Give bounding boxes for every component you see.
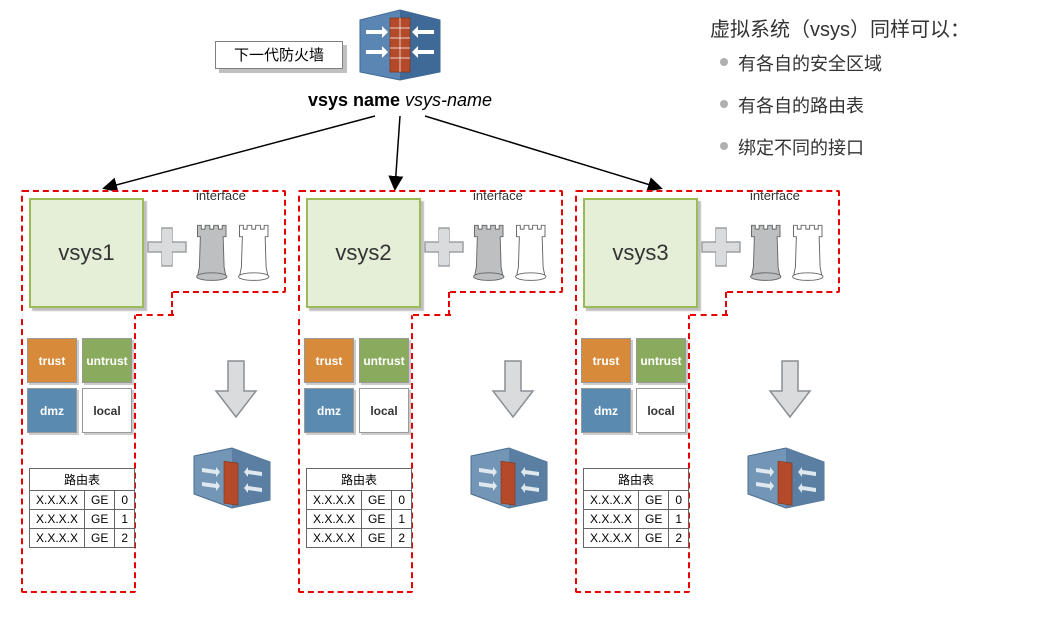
mini-firewall-icon xyxy=(747,448,825,508)
route-cell: GE xyxy=(85,529,115,548)
route-table-header: 路由表 xyxy=(307,469,412,491)
route-cell: GE xyxy=(362,529,392,548)
zone-untrust: untrust xyxy=(359,338,409,383)
route-cell: X.X.X.X xyxy=(30,510,85,529)
route-cell: GE xyxy=(362,491,392,510)
vsys-command-cmd: vsys name xyxy=(308,90,400,110)
zone-local: local xyxy=(636,388,686,433)
vsys-box: vsys1 xyxy=(29,198,144,308)
plus-icon xyxy=(702,228,740,266)
route-cell: X.X.X.X xyxy=(307,491,362,510)
vsys-group-2: vsys2 interface trust untrust dmz local … xyxy=(298,190,568,595)
route-cell: 2 xyxy=(115,529,135,548)
dashed-border xyxy=(171,292,174,316)
zone-grid: trust untrust dmz local xyxy=(27,338,132,438)
route-cell: X.X.X.X xyxy=(30,529,85,548)
route-cell: X.X.X.X xyxy=(584,529,639,548)
route-cell: 0 xyxy=(115,491,135,510)
route-table: 路由表 X.X.X.XGE0 X.X.X.XGE1 X.X.X.XGE2 xyxy=(306,468,412,548)
route-cell: GE xyxy=(362,510,392,529)
vsys-command-arg: vsys-name xyxy=(405,90,492,110)
dashed-border xyxy=(725,292,728,316)
route-cell: X.X.X.X xyxy=(584,510,639,529)
route-cell: 2 xyxy=(669,529,689,548)
route-cell: 0 xyxy=(392,491,412,510)
vsys-group-1: vsys1 interface trust untrust dmz local … xyxy=(21,190,291,595)
route-cell: GE xyxy=(85,510,115,529)
firewall-label-text: 下一代防火墙 xyxy=(234,47,324,64)
route-cell: X.X.X.X xyxy=(30,491,85,510)
route-cell: 1 xyxy=(669,510,689,529)
dashed-border xyxy=(448,292,451,316)
zone-trust: trust xyxy=(27,338,77,383)
info-list: 有各自的安全区域 有各自的路由表 绑定不同的接口 xyxy=(720,50,882,176)
zone-dmz: dmz xyxy=(581,388,631,433)
route-cell: X.X.X.X xyxy=(307,510,362,529)
route-table-header: 路由表 xyxy=(584,469,689,491)
route-cell: GE xyxy=(639,491,669,510)
route-table: 路由表 X.X.X.XGE0 X.X.X.XGE1 X.X.X.XGE2 xyxy=(583,468,689,548)
route-cell: GE xyxy=(85,491,115,510)
vsys-box: vsys3 xyxy=(583,198,698,308)
plus-icon xyxy=(425,228,463,266)
route-cell: 1 xyxy=(392,510,412,529)
dashed-border xyxy=(136,314,174,317)
route-cell: 0 xyxy=(669,491,689,510)
route-cell: X.X.X.X xyxy=(584,491,639,510)
zone-grid: trust untrust dmz local xyxy=(581,338,686,438)
zone-grid: trust untrust dmz local xyxy=(304,338,409,438)
route-table-header: 路由表 xyxy=(30,469,135,491)
info-title: 虚拟系统（vsys）同样可以： xyxy=(710,13,970,42)
interface-label: interface xyxy=(750,188,800,203)
zone-local: local xyxy=(82,388,132,433)
dashed-border xyxy=(413,314,451,317)
route-cell: GE xyxy=(639,510,669,529)
zone-untrust: untrust xyxy=(636,338,686,383)
interface-label: interface xyxy=(473,188,523,203)
route-cell: X.X.X.X xyxy=(307,529,362,548)
mini-firewall-icon xyxy=(193,448,271,508)
info-item: 有各自的路由表 xyxy=(720,92,882,118)
zone-untrust: untrust xyxy=(82,338,132,383)
vsys-command-text: vsys name vsys-name xyxy=(275,90,525,111)
vsys-group-3: vsys3 interface trust untrust dmz local … xyxy=(575,190,845,595)
zone-trust: trust xyxy=(304,338,354,383)
firewall-label-box: 下一代防火墙 xyxy=(215,41,343,69)
zone-dmz: dmz xyxy=(27,388,77,433)
zone-dmz: dmz xyxy=(304,388,354,433)
dashed-border xyxy=(690,314,728,317)
plus-icon xyxy=(148,228,186,266)
down-arrow-icon xyxy=(770,360,810,418)
zone-trust: trust xyxy=(581,338,631,383)
route-cell: 1 xyxy=(115,510,135,529)
route-table: 路由表 X.X.X.XGE0 X.X.X.XGE1 X.X.X.XGE2 xyxy=(29,468,135,548)
info-item: 绑定不同的接口 xyxy=(720,134,882,160)
down-arrow-icon xyxy=(216,360,256,418)
vsys-box: vsys2 xyxy=(306,198,421,308)
tower-icons xyxy=(188,210,280,288)
mini-firewall-icon xyxy=(470,448,548,508)
interface-label: interface xyxy=(196,188,246,203)
route-cell: GE xyxy=(639,529,669,548)
firewall-icon xyxy=(360,10,440,80)
tower-icons xyxy=(465,210,557,288)
zone-local: local xyxy=(359,388,409,433)
route-cell: 2 xyxy=(392,529,412,548)
tower-icons xyxy=(742,210,834,288)
down-arrow-icon xyxy=(493,360,533,418)
info-item: 有各自的安全区域 xyxy=(720,50,882,76)
